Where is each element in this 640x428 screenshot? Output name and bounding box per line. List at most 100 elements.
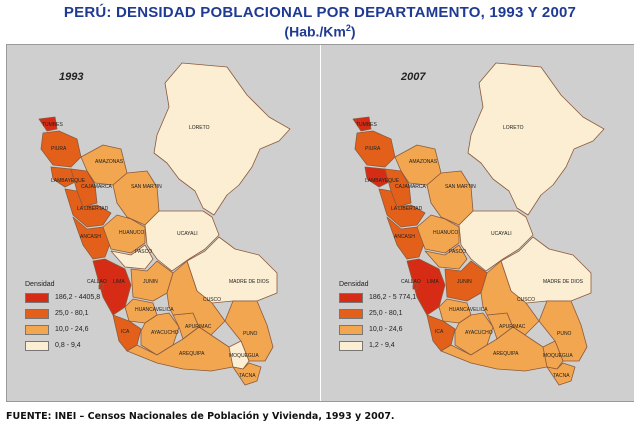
legend-item: 10,0 - 24,6 <box>339 323 416 336</box>
legend-swatch <box>339 308 363 319</box>
department-label-lambayeque: LAMBAYEQUE <box>365 178 400 184</box>
department-ucayali <box>458 210 534 272</box>
subtitle-superscript: 2 <box>345 23 351 33</box>
department-label-junin: JUNIN <box>143 279 158 285</box>
legend-swatch <box>339 324 363 335</box>
legend-label: 25,0 - 80,1 <box>369 310 403 317</box>
department-label-puno: PUNO <box>557 331 572 337</box>
legend-label: 25,0 - 80,1 <box>55 310 89 317</box>
department-label-moquegua: MOQUEGUA <box>543 353 573 359</box>
map-year-1993: 1993 <box>59 71 84 83</box>
page-title: PERÚ: DENSIDAD POBLACIONAL POR DEPARTAME… <box>63 4 577 21</box>
department-lambayeque <box>50 166 78 188</box>
department-label-huancavelica: HUANCAVELICA <box>135 307 174 313</box>
department-label-ucayali: UCAYALI <box>177 231 198 237</box>
legend-label: 186,2 - 5 774,1 <box>369 294 417 301</box>
department-ancash <box>72 216 112 260</box>
department-tacna <box>232 362 262 386</box>
department-callao <box>412 282 418 290</box>
department-label-huanuco: HUANUCO <box>119 230 144 236</box>
legend-item: 25,0 - 80,1 <box>339 307 416 320</box>
department-label-san-martin: SAN MARTIN <box>131 184 162 190</box>
department-label-ica: ICA <box>121 329 130 335</box>
department-la-libertad <box>64 188 112 228</box>
department-label-loreto: LORETO <box>189 125 210 131</box>
legend-2007: Densidad 186,2 - 5 774,1 25,0 - 80,1 10,… <box>339 281 416 355</box>
department-tumbes <box>38 116 58 132</box>
department-label-loreto: LORETO <box>503 125 524 131</box>
department-label-la-libertad: LA LIBERTAD <box>77 206 109 212</box>
department-label-huancavelica: HUANCAVELICA <box>449 307 488 313</box>
department-label-amazonas: AMAZONAS <box>95 159 124 165</box>
legend-item: 0,8 - 9,4 <box>25 339 100 352</box>
department-label-cajamarca: CAJAMARCA <box>395 184 427 190</box>
department-label-la-libertad: LA LIBERTAD <box>391 206 423 212</box>
legend-label: 0,8 - 9,4 <box>55 342 81 349</box>
legend-title: Densidad <box>339 281 369 288</box>
department-label-ica: ICA <box>435 329 444 335</box>
department-label-tumbes: TUMBES <box>356 122 378 128</box>
legend-swatch <box>25 340 49 351</box>
legend-label: 10,0 - 24,6 <box>369 326 403 333</box>
department-tacna <box>546 362 576 386</box>
department-pasco <box>424 244 468 270</box>
department-lima <box>92 258 132 316</box>
department-moquegua <box>542 340 564 370</box>
department-lima <box>406 258 446 316</box>
legend-label: 186,2 - 4405,8 <box>55 294 101 301</box>
department-tumbes <box>352 116 372 132</box>
legend-swatch <box>25 308 49 319</box>
department-label-madre-de-dios: MADRE DE DIOS <box>543 279 584 285</box>
department-cusco <box>166 260 226 336</box>
department-ucayali <box>144 210 220 272</box>
legend-swatch <box>25 324 49 335</box>
department-label-pasco: PASCO <box>135 249 152 255</box>
subtitle-close: ) <box>350 23 356 40</box>
department-label-pasco: PASCO <box>449 249 466 255</box>
maps-frame: 1993 LORETO TUMBES PIURA LAMBAYEQUE AMAZONAS… <box>6 44 634 402</box>
legend-swatch <box>339 292 363 303</box>
department-moquegua <box>228 340 250 370</box>
department-lambayeque <box>364 166 392 188</box>
legend-item: 10,0 - 24,6 <box>25 323 100 336</box>
legend-label: 1,2 - 9,4 <box>369 342 395 349</box>
department-label-apurimac: APURIMAC <box>185 324 212 330</box>
legend-item: 186,2 - 5 774,1 <box>339 291 416 304</box>
department-label-tacna: TACNA <box>553 373 570 379</box>
department-label-piura: PIURA <box>365 146 381 152</box>
department-label-ancash: ANCASH <box>394 234 415 240</box>
department-pasco <box>110 244 154 270</box>
subtitle-text: (Hab./Km <box>284 23 346 40</box>
department-label-callao: CALLAO <box>87 279 107 285</box>
map-panel-1993: 1993 LORETO TUMBES PIURA LAMBAYEQUE AMAZONAS… <box>7 45 320 401</box>
legend-swatch <box>339 340 363 351</box>
peru-map-2007: LORETO TUMBES PIURA LAMBAYEQUE AMAZONAS CAJAM… <box>352 62 605 386</box>
source-footnote: FUENTE: INEI – Censos Nacionales de Pobl… <box>6 411 395 422</box>
department-label-ucayali: UCAYALI <box>491 231 512 237</box>
department-huanuco <box>416 214 460 254</box>
department-ancash <box>386 216 426 260</box>
department-label-lambayeque: LAMBAYEQUE <box>51 178 86 184</box>
department-label-madre-de-dios: MADRE DE DIOS <box>229 279 270 285</box>
map-year-2007: 2007 <box>401 71 426 83</box>
legend-item: 1,2 - 9,4 <box>339 339 416 352</box>
department-label-apurimac: APURIMAC <box>499 324 526 330</box>
department-label-tumbes: TUMBES <box>42 122 64 128</box>
department-label-arequipa: AREQUIPA <box>179 351 205 357</box>
department-arequipa <box>126 326 242 372</box>
department-piura <box>354 130 396 168</box>
peru-map-1993: LORETO TUMBES PIURA LAMBAYEQUE AMAZONAS CAJAM… <box>38 62 291 386</box>
legend-title: Densidad <box>25 281 55 288</box>
department-label-tacna: TACNA <box>239 373 256 379</box>
department-callao <box>98 282 104 290</box>
legend-swatch <box>25 292 49 303</box>
department-loreto <box>467 62 605 216</box>
department-label-arequipa: AREQUIPA <box>493 351 519 357</box>
map-panel-2007: 2007 LORETO TUMBES PIURA LAMBAYEQUE AMAZONAS… <box>321 45 634 401</box>
department-label-cajamarca: CAJAMARCA <box>81 184 113 190</box>
department-label-piura: PIURA <box>51 146 67 152</box>
department-label-junin: JUNIN <box>457 279 472 285</box>
department-label-amazonas: AMAZONAS <box>409 159 438 165</box>
department-label-cusco: CUSCO <box>517 297 535 303</box>
department-la-libertad <box>378 188 426 228</box>
